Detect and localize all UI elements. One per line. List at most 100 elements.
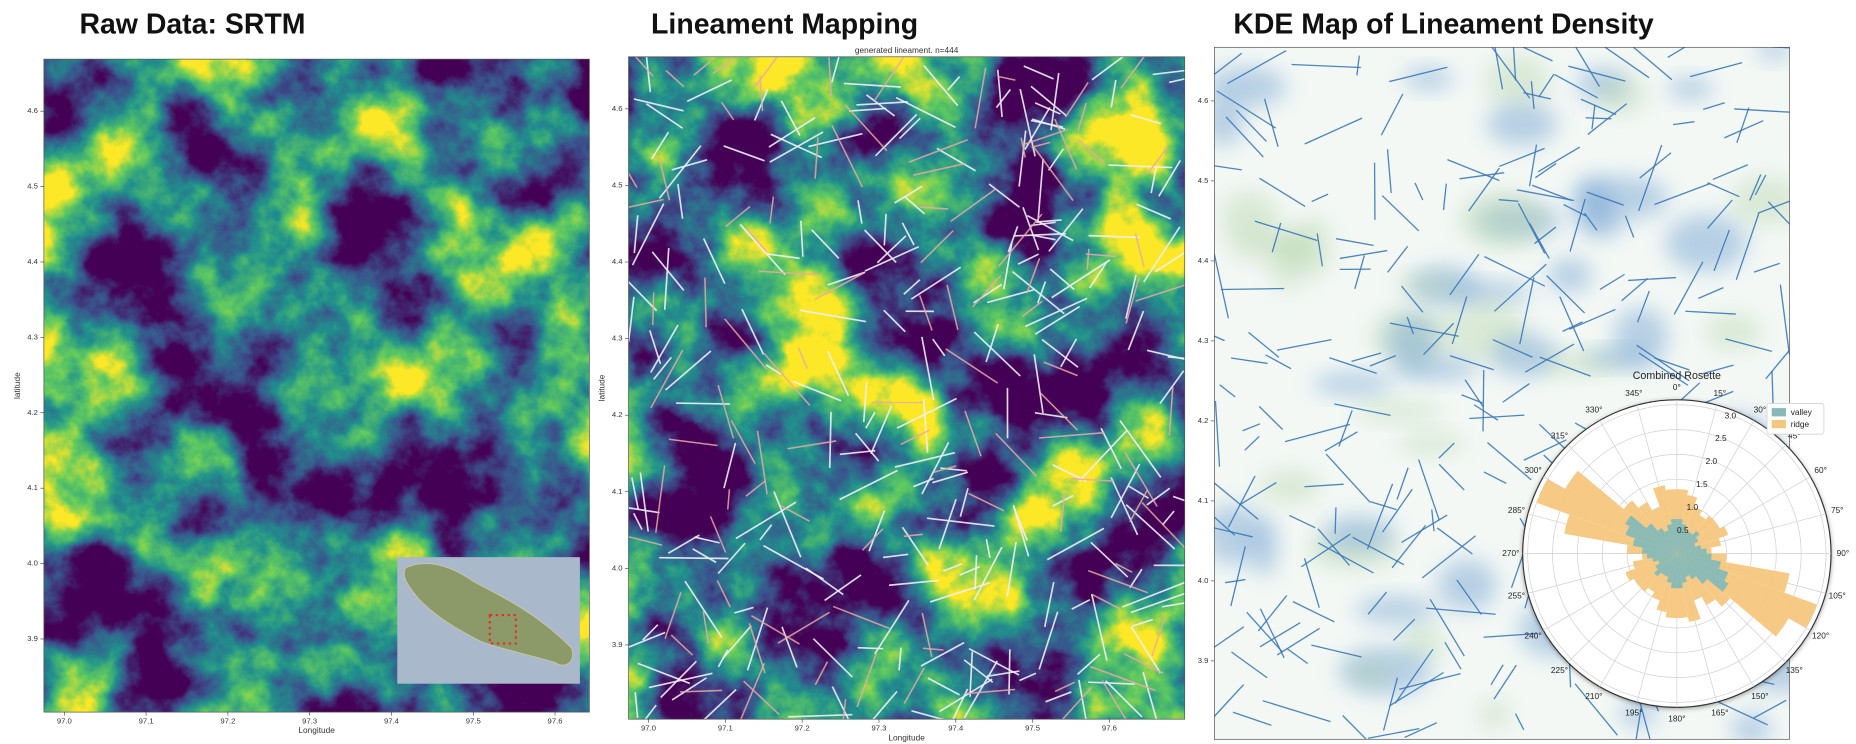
lineament xyxy=(745,479,767,497)
lineament xyxy=(1714,699,1768,726)
density-blob xyxy=(1220,191,1279,240)
lineament xyxy=(1468,167,1500,212)
lineament xyxy=(1214,335,1225,342)
lineament xyxy=(1284,423,1351,443)
lineament xyxy=(1338,410,1353,447)
lineament xyxy=(650,324,679,373)
angle-label: 345° xyxy=(1625,388,1642,398)
x-tick-label: 97.4 xyxy=(384,717,400,726)
lineament xyxy=(1146,349,1185,361)
lineament xyxy=(1214,684,1245,718)
lineament xyxy=(1129,489,1149,523)
y-tick-label: 4.6 xyxy=(612,104,623,113)
radial-label: 3.0 xyxy=(1725,410,1737,420)
lineament xyxy=(1130,113,1162,125)
lineament xyxy=(1628,276,1677,282)
lineament xyxy=(1220,287,1285,291)
lineament xyxy=(642,624,659,641)
map-panel: Lineament Mapping generated lineament. n=… xyxy=(597,9,1186,742)
lineament xyxy=(1449,355,1494,371)
lineament xyxy=(768,117,816,148)
lineament xyxy=(693,60,712,76)
lineament xyxy=(1289,514,1316,529)
lineament xyxy=(995,88,1012,109)
lineament xyxy=(787,440,837,450)
lineament xyxy=(769,196,775,224)
lineament xyxy=(758,270,819,276)
lineament xyxy=(1580,98,1617,116)
lineament xyxy=(723,145,765,162)
lineament xyxy=(1304,483,1344,488)
rose-petal xyxy=(1625,515,1677,554)
lineament xyxy=(1154,251,1185,273)
rose-petal xyxy=(1670,518,1677,554)
lineament xyxy=(900,429,930,446)
lineament xyxy=(997,75,1016,81)
lineament xyxy=(780,504,810,522)
lineament xyxy=(1698,287,1724,300)
rose-petal xyxy=(1658,553,1677,564)
lineament xyxy=(1227,50,1287,85)
lineament xyxy=(883,213,887,246)
lineament xyxy=(1498,147,1545,168)
lineament xyxy=(1621,277,1649,302)
lineament xyxy=(645,56,652,93)
lineament xyxy=(1227,475,1256,528)
x-axis-label: Longitude xyxy=(298,725,335,735)
lineament xyxy=(883,309,906,333)
lineament xyxy=(1538,73,1555,98)
lineament xyxy=(844,104,888,152)
lineament xyxy=(644,704,657,720)
lineament xyxy=(1736,107,1750,144)
lineament xyxy=(751,614,800,645)
lineament xyxy=(1352,536,1405,566)
lineament xyxy=(1414,182,1424,201)
lineament xyxy=(1110,79,1117,108)
density-blob xyxy=(1451,281,1533,304)
lineament xyxy=(1599,273,1625,290)
density-blob xyxy=(1396,273,1459,295)
x-tick-label: 97.2 xyxy=(220,717,235,726)
lineament xyxy=(1389,322,1459,337)
lineament xyxy=(870,405,893,455)
lineament xyxy=(1512,47,1517,81)
lineament xyxy=(800,220,804,257)
lineament xyxy=(1311,193,1329,203)
lineament xyxy=(1401,285,1424,313)
lineament xyxy=(938,498,957,550)
lineament xyxy=(1168,386,1174,436)
lineament xyxy=(856,652,878,708)
inset-map xyxy=(397,557,580,684)
lineament xyxy=(668,438,718,447)
lineament xyxy=(780,100,801,136)
lineament xyxy=(1032,144,1074,202)
rose-petal xyxy=(1666,524,1677,554)
lineament xyxy=(874,113,918,157)
lineament xyxy=(1127,485,1149,499)
lineament xyxy=(739,223,786,276)
angle-label: 0° xyxy=(1673,382,1681,392)
lineament xyxy=(1129,568,1143,589)
lineament xyxy=(805,567,844,596)
lineament xyxy=(1490,664,1504,686)
lineament xyxy=(865,94,896,117)
lineament xyxy=(1031,141,1051,148)
density-blob xyxy=(1620,698,1657,728)
lineament xyxy=(1019,672,1037,682)
lineament xyxy=(1122,581,1185,608)
lineament xyxy=(1568,65,1626,82)
lineament xyxy=(1050,72,1060,131)
lineament xyxy=(1041,338,1079,368)
lineament xyxy=(1127,310,1145,351)
rose-petal xyxy=(1676,553,1729,581)
y-tick-label: 4.1 xyxy=(27,483,38,492)
content: Raw Data: SRTM 97.0 97.1 97.2 97.3 97.4 97.5 97… xyxy=(12,9,1849,743)
rose-petal xyxy=(1676,553,1688,583)
angle-label: 15° xyxy=(1714,388,1727,398)
x-tick-label: 97.0 xyxy=(57,717,72,726)
lineament xyxy=(1351,352,1382,362)
density-blob xyxy=(1548,257,1593,293)
lineament xyxy=(702,611,710,644)
lineament xyxy=(1483,471,1507,485)
